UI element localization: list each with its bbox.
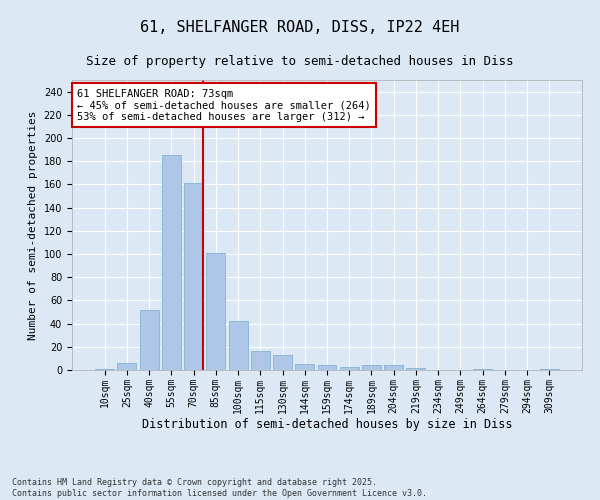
Bar [406,368,425,370]
Bar [295,364,314,370]
Bar [251,352,270,370]
Bar [362,366,381,370]
Bar [540,369,559,370]
Bar [118,363,136,370]
Bar [340,366,359,370]
Text: Contains HM Land Registry data © Crown copyright and database right 2025.
Contai: Contains HM Land Registry data © Crown c… [12,478,427,498]
Bar [162,156,181,370]
Y-axis label: Number of semi-detached properties: Number of semi-detached properties [28,110,38,340]
Bar [140,310,158,370]
Text: Size of property relative to semi-detached houses in Diss: Size of property relative to semi-detach… [86,55,514,68]
Bar [384,366,403,370]
Bar [317,366,337,370]
Bar [273,355,292,370]
Bar [184,183,203,370]
Bar [206,253,225,370]
Bar [229,322,248,370]
Bar [95,369,114,370]
X-axis label: Distribution of semi-detached houses by size in Diss: Distribution of semi-detached houses by … [142,418,512,432]
Text: 61, SHELFANGER ROAD, DISS, IP22 4EH: 61, SHELFANGER ROAD, DISS, IP22 4EH [140,20,460,35]
Text: 61 SHELFANGER ROAD: 73sqm
← 45% of semi-detached houses are smaller (264)
53% of: 61 SHELFANGER ROAD: 73sqm ← 45% of semi-… [77,88,371,122]
Bar [473,369,492,370]
